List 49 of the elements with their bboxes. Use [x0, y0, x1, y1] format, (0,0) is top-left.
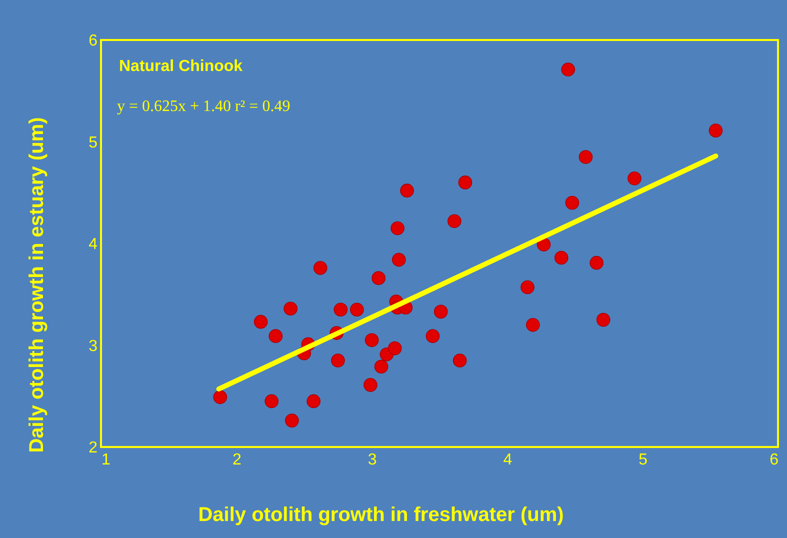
- text: Natural Chinook: [119, 58, 243, 75]
- point: [213, 390, 228, 404]
- x-tick-label: 2: [232, 452, 242, 468]
- point: [284, 414, 299, 428]
- point: [334, 302, 348, 317]
- point: [284, 302, 298, 316]
- point: [447, 214, 462, 228]
- x-tick-label: 1: [102, 452, 110, 468]
- point: [526, 318, 540, 332]
- x-tick-label: 4: [503, 452, 512, 468]
- point: [708, 124, 723, 138]
- point: [388, 341, 402, 356]
- annotation: y = 0.625x + 1.40 r² = 0.49: [117, 98, 290, 115]
- y-tick-label: 4: [88, 236, 98, 253]
- point: [434, 304, 448, 319]
- point: [264, 394, 279, 408]
- point: [254, 314, 268, 329]
- point: [452, 354, 467, 368]
- y-tick-label: 5: [88, 134, 98, 152]
- y-tick-label: 6: [88, 32, 98, 50]
- point: [590, 256, 604, 270]
- point: [364, 333, 379, 348]
- point: [364, 378, 378, 392]
- point: [628, 171, 642, 186]
- x-tick-label: 3: [368, 452, 377, 468]
- point: [372, 271, 386, 285]
- point: [554, 250, 568, 265]
- point: [400, 184, 414, 198]
- y-tick-label: 3: [88, 338, 98, 355]
- point: [596, 312, 610, 327]
- x-axis-title: Daily otolith growth in freshwater (um): [198, 504, 564, 526]
- point: [578, 150, 593, 164]
- y-tick-label: 2: [88, 440, 98, 456]
- x-tick-label: 5: [638, 452, 648, 468]
- point: [390, 221, 404, 236]
- point: [520, 280, 534, 294]
- point: [268, 329, 283, 343]
- point: [561, 62, 576, 76]
- point: [565, 196, 580, 210]
- point: [426, 329, 440, 343]
- point: [392, 252, 406, 267]
- point: [458, 176, 472, 190]
- point: [306, 394, 320, 408]
- point: [350, 302, 364, 317]
- x-tick-label: 6: [770, 452, 779, 468]
- point: [313, 261, 328, 275]
- y-axis-title: Daily otolith growth in estuary (um): [26, 117, 48, 453]
- point: [374, 360, 388, 374]
- point: [331, 354, 345, 368]
